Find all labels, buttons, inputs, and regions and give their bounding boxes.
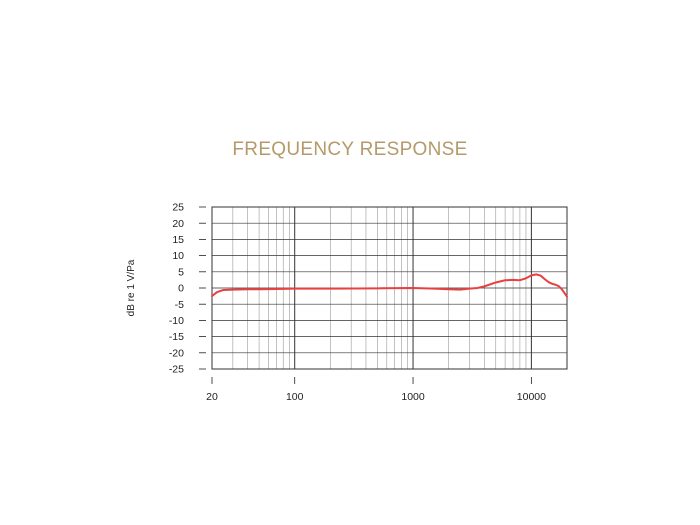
y-tick-label: -15 — [169, 331, 184, 343]
x-tick-label: 1000 — [401, 391, 425, 403]
chart-title: FREQUENCY RESPONSE — [232, 139, 468, 160]
plot-border — [211, 206, 568, 370]
x-tick-label: 100 — [286, 391, 304, 403]
y-tick-label: 5 — [178, 266, 184, 278]
y-tick-label: 15 — [172, 234, 184, 246]
y-tick-label: 0 — [178, 283, 184, 295]
y-tick-label: -10 — [169, 315, 184, 327]
series — [211, 273, 568, 298]
x-tick-label: 20 — [206, 391, 218, 403]
axes: 25 20 15 10 5 0 -5 -10 -15 -20 -25 20 100 1000 10000 — [169, 202, 546, 403]
y-tick-label: 25 — [172, 202, 184, 214]
y-tick-label: 20 — [172, 218, 184, 230]
y-axis-label: dB re 1 V/Pa — [126, 259, 137, 316]
y-tick-label: 10 — [172, 250, 184, 262]
response-curve — [211, 273, 568, 298]
y-tick-label: -20 — [169, 347, 184, 359]
y-tick-label: -5 — [175, 299, 184, 311]
y-tick-label: -25 — [169, 364, 184, 376]
x-tick-label: 10000 — [517, 391, 546, 403]
